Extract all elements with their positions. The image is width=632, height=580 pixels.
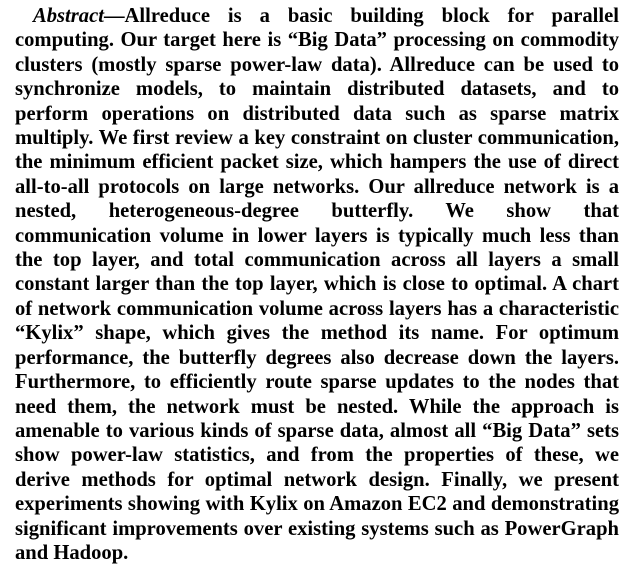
- abstract-label: Abstract: [33, 5, 104, 27]
- abstract-paragraph: Abstract—Allreduce is a basic building b…: [15, 4, 619, 565]
- abstract-body: Allreduce is a basic building block for …: [15, 5, 619, 564]
- abstract-dash: —: [103, 5, 125, 27]
